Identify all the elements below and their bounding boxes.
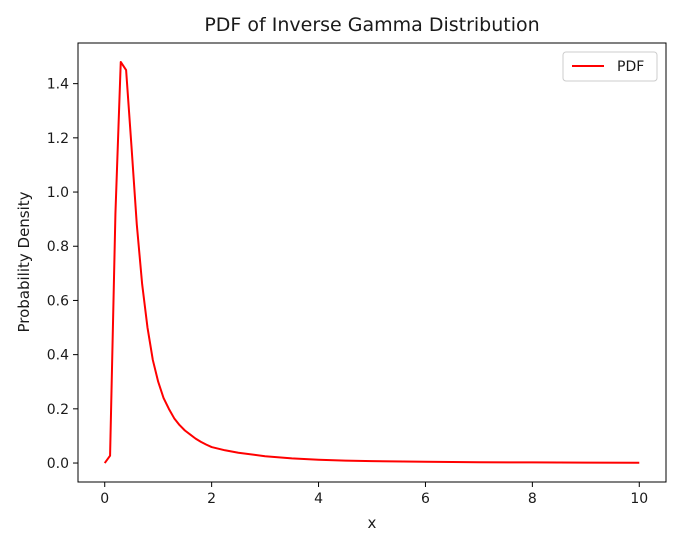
x-tick-label-4: 8	[528, 491, 537, 507]
y-tick-label-6: 1.2	[47, 131, 69, 147]
series-line-0	[103, 60, 640, 464]
x-tick-label-2: 4	[314, 491, 323, 507]
x-tick-label-0: 0	[100, 491, 109, 507]
legend-box	[562, 51, 658, 82]
y-axis-label: Probability Density	[15, 191, 33, 332]
axes-frame	[77, 42, 667, 483]
x-axis-label: x	[368, 514, 377, 532]
y-tick-label-1: 0.2	[47, 402, 69, 418]
y-tick-label-4: 0.8	[47, 239, 69, 255]
y-tick-label-3: 0.6	[47, 293, 69, 309]
legend: PDF	[562, 51, 658, 82]
legend-label: PDF	[617, 59, 644, 75]
y-tick-label-2: 0.4	[47, 348, 69, 364]
y-tick-label-0: 0.0	[47, 456, 69, 472]
plot-area: 0 2 4 6 8 10 0.0 0.2 0.4 0.6 0.8 1.0 1.2 1.4	[47, 42, 667, 507]
chart-title: PDF of Inverse Gamma Distribution	[204, 14, 539, 36]
x-tick-label-5: 10	[630, 491, 648, 507]
x-tick-label-3: 6	[421, 491, 430, 507]
y-tick-label-7: 1.4	[47, 77, 69, 93]
y-tick-label-5: 1.0	[47, 185, 69, 201]
x-tick-label-1: 2	[207, 491, 216, 507]
